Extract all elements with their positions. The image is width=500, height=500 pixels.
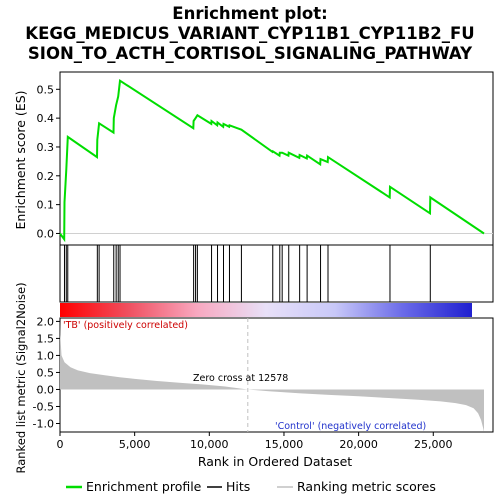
x-axis-label: Rank in Ordered Dataset	[198, 454, 352, 469]
es-tick-label: 0.0	[37, 227, 55, 240]
chart-title-line-2: KEGG_MEDICUS_VARIANT_CYP11B1_CYP11B2_FU	[25, 24, 474, 43]
x-tick-label: 5,000	[119, 438, 151, 451]
metric-tick-label: 1.5	[37, 332, 55, 345]
hits-panel	[59, 244, 494, 303]
legend-label-enrichment-profile: Enrichment profile	[86, 479, 202, 494]
negative-correlation-label: 'Control' (negatively correlated)	[275, 421, 426, 432]
es-panel	[59, 71, 494, 246]
metric-panel	[59, 317, 494, 433]
positive-correlation-label: 'TB' (positively correlated)	[63, 320, 188, 331]
enrichment-profile-line	[59, 78, 485, 243]
heatmap-bar	[60, 303, 472, 317]
metric-tick-label: -0.5	[33, 400, 54, 413]
metric-tick-label: 1.0	[37, 349, 55, 362]
metric-axis-label: Ranked list metric (Signal2Noise)	[14, 282, 28, 473]
x-tick-label: 0	[57, 438, 64, 451]
es-tick-label: 0.3	[37, 141, 55, 154]
chart-title-line-1: Enrichment plot:	[172, 4, 327, 23]
metric-tick-label: 0.5	[37, 366, 55, 379]
es-tick-label: 0.1	[37, 199, 55, 212]
x-tick-label: 10,000	[190, 438, 229, 451]
metric-tick-label: -1.0	[33, 417, 54, 430]
es-tick-label: 0.5	[37, 83, 55, 96]
es-tick-label: 0.2	[37, 170, 55, 183]
legend-label-hits: Hits	[226, 479, 250, 494]
es-tick-label: 0.4	[37, 112, 55, 125]
chart-title-line-3: SION_TO_ACTH_CORTISOL_SIGNALING_PATHWAY	[28, 44, 473, 63]
legend-label-ranking-metric: Ranking metric scores	[297, 479, 436, 494]
x-tick-label: 15,000	[265, 438, 304, 451]
x-tick-label: 20,000	[339, 438, 378, 451]
x-tick-label: 25,000	[414, 438, 453, 451]
metric-tick-label: 2.0	[37, 315, 55, 328]
es-axis-label: Enrichment score (ES)	[13, 90, 28, 229]
zero-cross-label: Zero cross at 12578	[193, 373, 288, 384]
metric-tick-label: 0.0	[37, 383, 55, 396]
legend: Enrichment profile Hits Ranking metric s…	[66, 479, 436, 494]
